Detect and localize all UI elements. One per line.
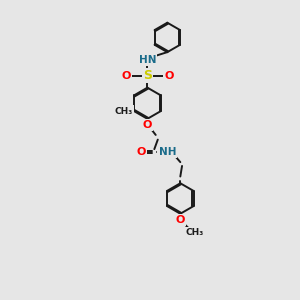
Text: HN: HN xyxy=(139,55,156,65)
Text: O: O xyxy=(143,120,152,130)
Text: S: S xyxy=(143,69,152,82)
Text: NH: NH xyxy=(159,147,176,157)
Text: O: O xyxy=(176,215,185,225)
Text: O: O xyxy=(121,70,130,80)
Text: CH₃: CH₃ xyxy=(114,106,133,116)
Text: CH₃: CH₃ xyxy=(185,228,203,237)
Text: O: O xyxy=(164,70,174,80)
Text: O: O xyxy=(137,147,146,157)
